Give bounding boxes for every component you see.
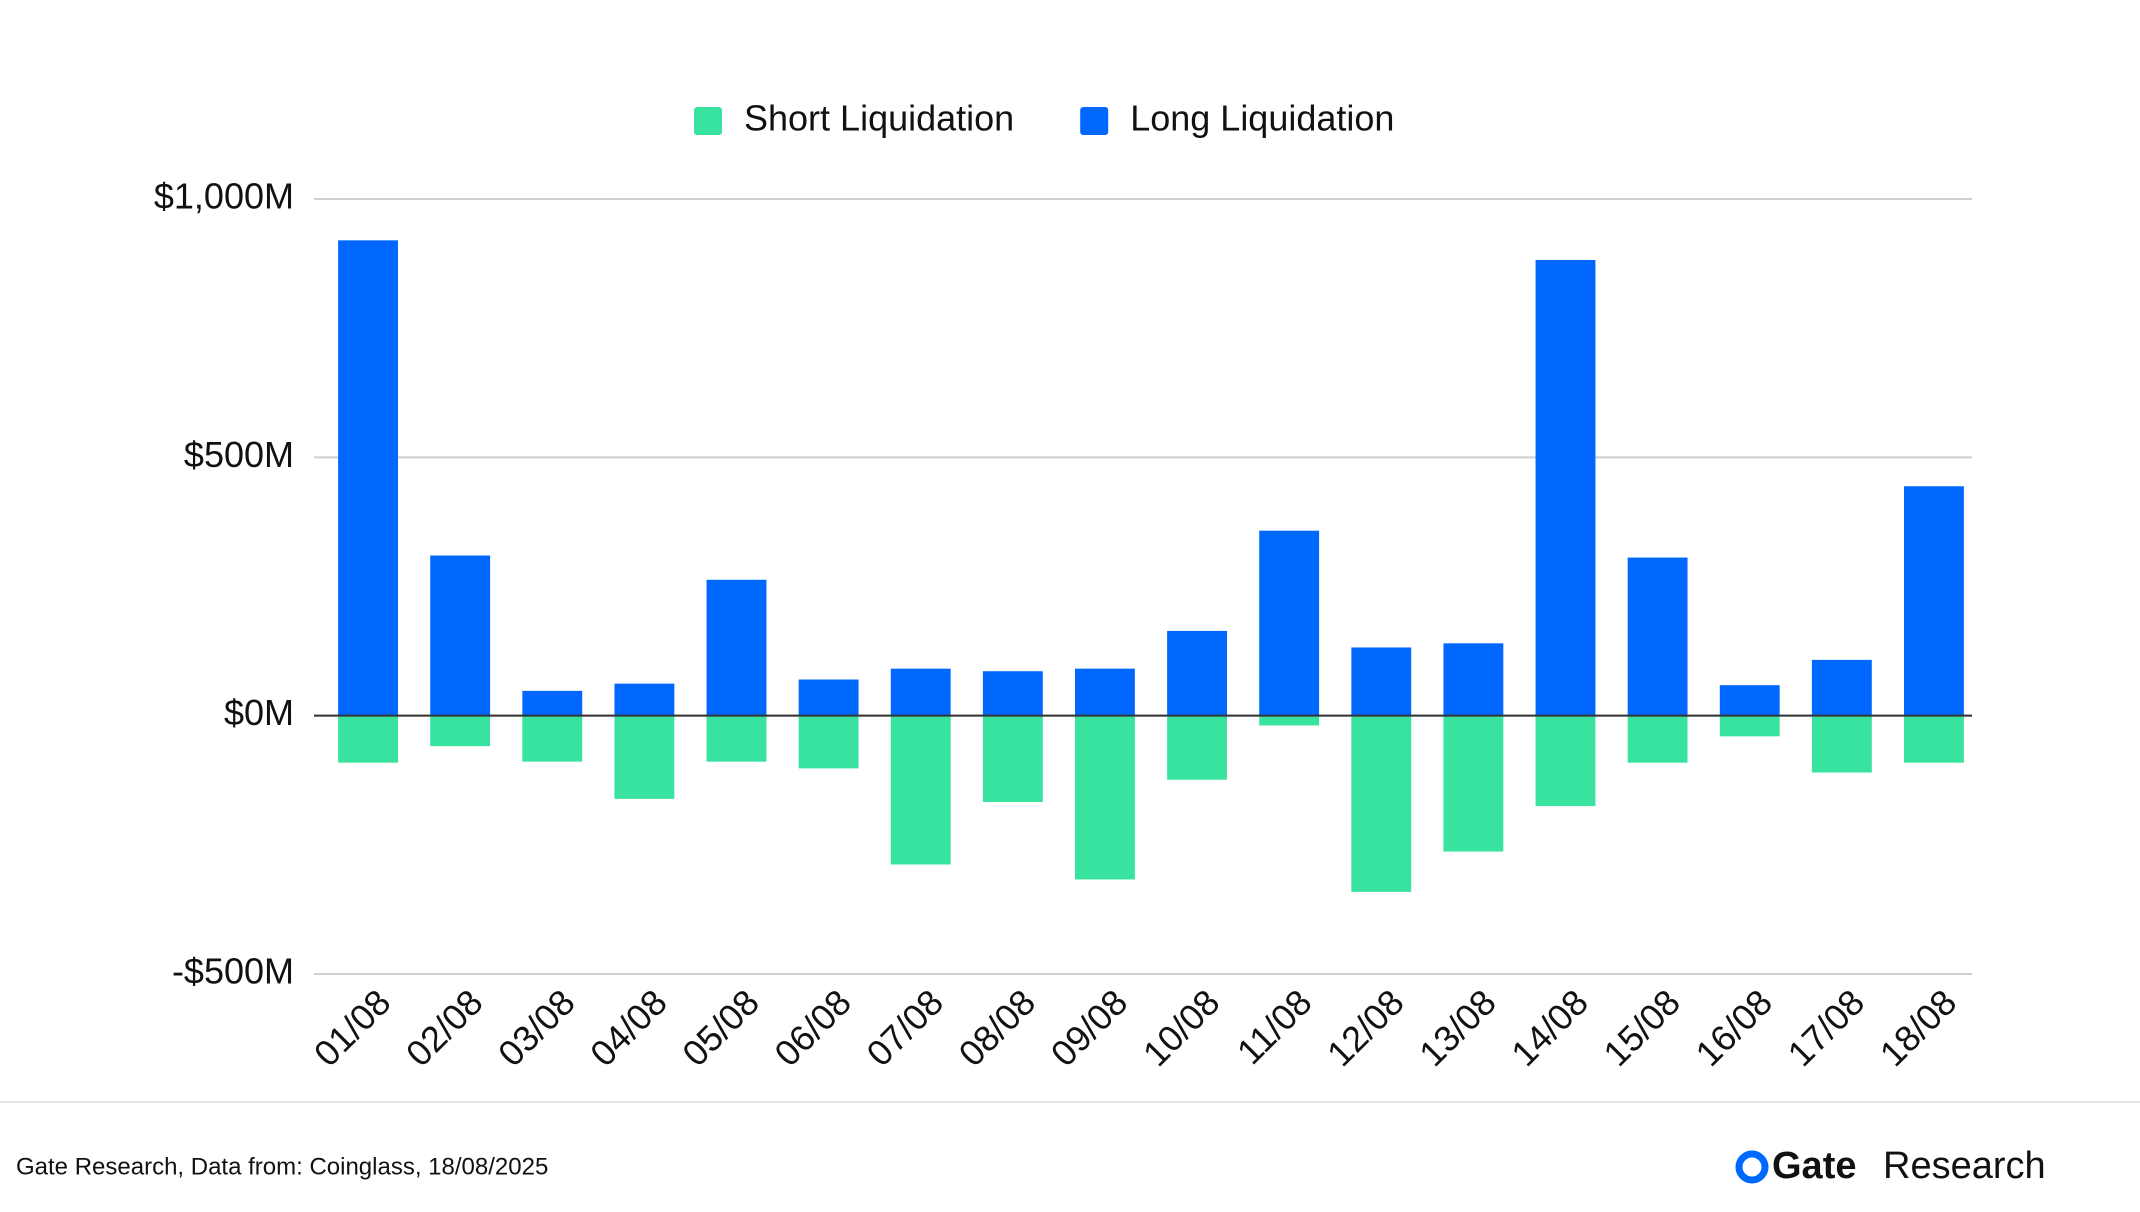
x-tick-label: 16/08 (1687, 981, 1780, 1074)
x-tick-label: 17/08 (1780, 981, 1873, 1074)
y-tick-label: -$500M (172, 951, 294, 992)
y-tick-label: $0M (224, 692, 294, 733)
bar (1167, 630, 1227, 716)
bar (1535, 259, 1596, 716)
legend-swatch (1080, 107, 1109, 135)
bar (706, 579, 767, 716)
x-tick-label: 02/08 (398, 981, 491, 1074)
bar (338, 240, 398, 716)
x-tick-label: 12/08 (1319, 981, 1412, 1074)
legend-label: Short Liquidation (744, 98, 1014, 139)
logo-icon (1735, 1150, 1769, 1184)
bar (1075, 715, 1135, 880)
x-tick-label: 01/08 (306, 981, 399, 1074)
bar (1627, 557, 1688, 716)
bar (1443, 715, 1504, 852)
bar (1719, 715, 1780, 737)
bar (614, 683, 675, 716)
bar (1259, 715, 1320, 726)
bar (890, 715, 951, 865)
logo-brand: Gate (1772, 1145, 1856, 1187)
bar (982, 671, 1043, 716)
x-tick-label: 08/08 (951, 981, 1044, 1074)
bar (798, 715, 859, 769)
x-tick-label: 18/08 (1872, 981, 1965, 1074)
logo-text: Research (1883, 1145, 2046, 1187)
legend-swatch (694, 107, 722, 135)
x-tick-label: 05/08 (674, 981, 767, 1074)
x-tick-label: 13/08 (1411, 981, 1504, 1074)
bar (1167, 715, 1227, 780)
legend-label: Long Liquidation (1130, 98, 1394, 139)
x-tick-label: 15/08 (1595, 981, 1688, 1074)
x-tick-label: 09/08 (1043, 981, 1136, 1074)
x-tick-label: 06/08 (766, 981, 859, 1074)
bar (982, 715, 1043, 802)
x-tick-label: 11/08 (1229, 981, 1320, 1072)
x-tick-label: 14/08 (1503, 981, 1596, 1074)
bar (522, 715, 583, 762)
x-tick-label: 04/08 (582, 981, 675, 1074)
x-tick-label: 03/08 (490, 981, 583, 1074)
y-tick-label: $500M (184, 434, 294, 475)
bar (1904, 486, 1964, 716)
bar (1811, 659, 1872, 716)
bar (706, 715, 767, 762)
bar (1627, 715, 1688, 763)
bar (1443, 643, 1504, 716)
bar (798, 679, 859, 716)
bar (1259, 530, 1320, 716)
bar (430, 555, 491, 716)
bar (338, 715, 398, 763)
y-tick-label: $1,000M (154, 176, 294, 217)
footer-source: Gate Research, Data from: Coinglass, 18/… (16, 1153, 548, 1180)
x-tick-label: 10/08 (1135, 981, 1228, 1074)
bar (1351, 647, 1412, 716)
bar (1351, 715, 1412, 892)
bar (1719, 685, 1780, 716)
bar (522, 690, 583, 716)
x-tick-label: 07/08 (858, 981, 951, 1074)
bar (430, 715, 491, 747)
bar (890, 668, 951, 716)
bar (614, 715, 675, 799)
bar (1075, 668, 1135, 716)
bar (1535, 715, 1596, 807)
bar (1811, 715, 1872, 773)
bar (1904, 715, 1964, 763)
